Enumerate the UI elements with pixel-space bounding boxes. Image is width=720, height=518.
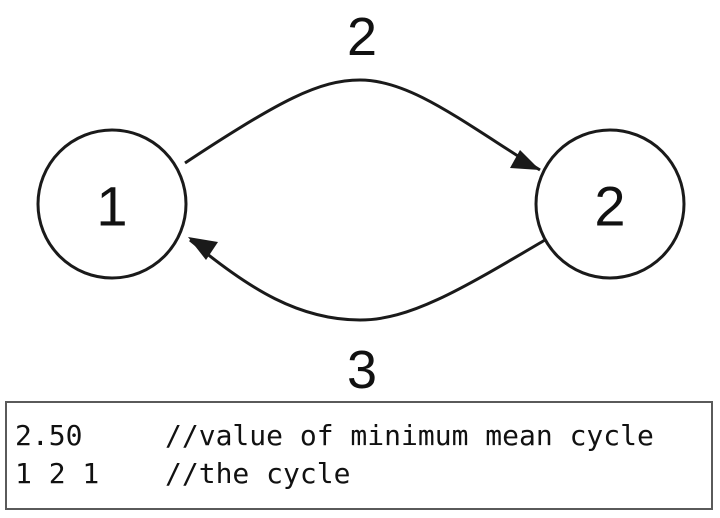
- min-mean-value: 2.50: [15, 419, 83, 452]
- node-2: 2: [534, 128, 686, 280]
- edge-1-to-2-path: [184, 78, 541, 172]
- cycle-comment: //the cycle: [165, 457, 351, 490]
- edge-2-to-1-path: [189, 238, 546, 322]
- graph-diagram: 2 3 1 2: [36, 7, 686, 400]
- edge-1-to-2: 2: [184, 7, 541, 172]
- cycle-value: 1 2 1: [15, 457, 100, 490]
- node-2-label: 2: [594, 175, 625, 238]
- output-line-value: 2.50 //value of minimum mean cycle: [15, 417, 711, 455]
- node-1: 1: [36, 128, 188, 280]
- edge-2-to-1: 3: [188, 237, 546, 400]
- edge-1-to-2-weight: 2: [347, 7, 377, 67]
- output-box: 2.50 //value of minimum mean cycle 1 2 1…: [5, 401, 713, 510]
- output-line-cycle: 1 2 1 //the cycle: [15, 455, 711, 493]
- node-1-label: 1: [96, 175, 127, 238]
- min-mean-comment: //value of minimum mean cycle: [165, 419, 654, 452]
- edge-2-to-1-arrowhead: [188, 237, 218, 260]
- edge-1-to-2-arrowhead: [510, 150, 540, 170]
- edge-2-to-1-weight: 3: [347, 340, 377, 400]
- node-1-circle: [36, 128, 188, 280]
- node-2-circle: [534, 128, 686, 280]
